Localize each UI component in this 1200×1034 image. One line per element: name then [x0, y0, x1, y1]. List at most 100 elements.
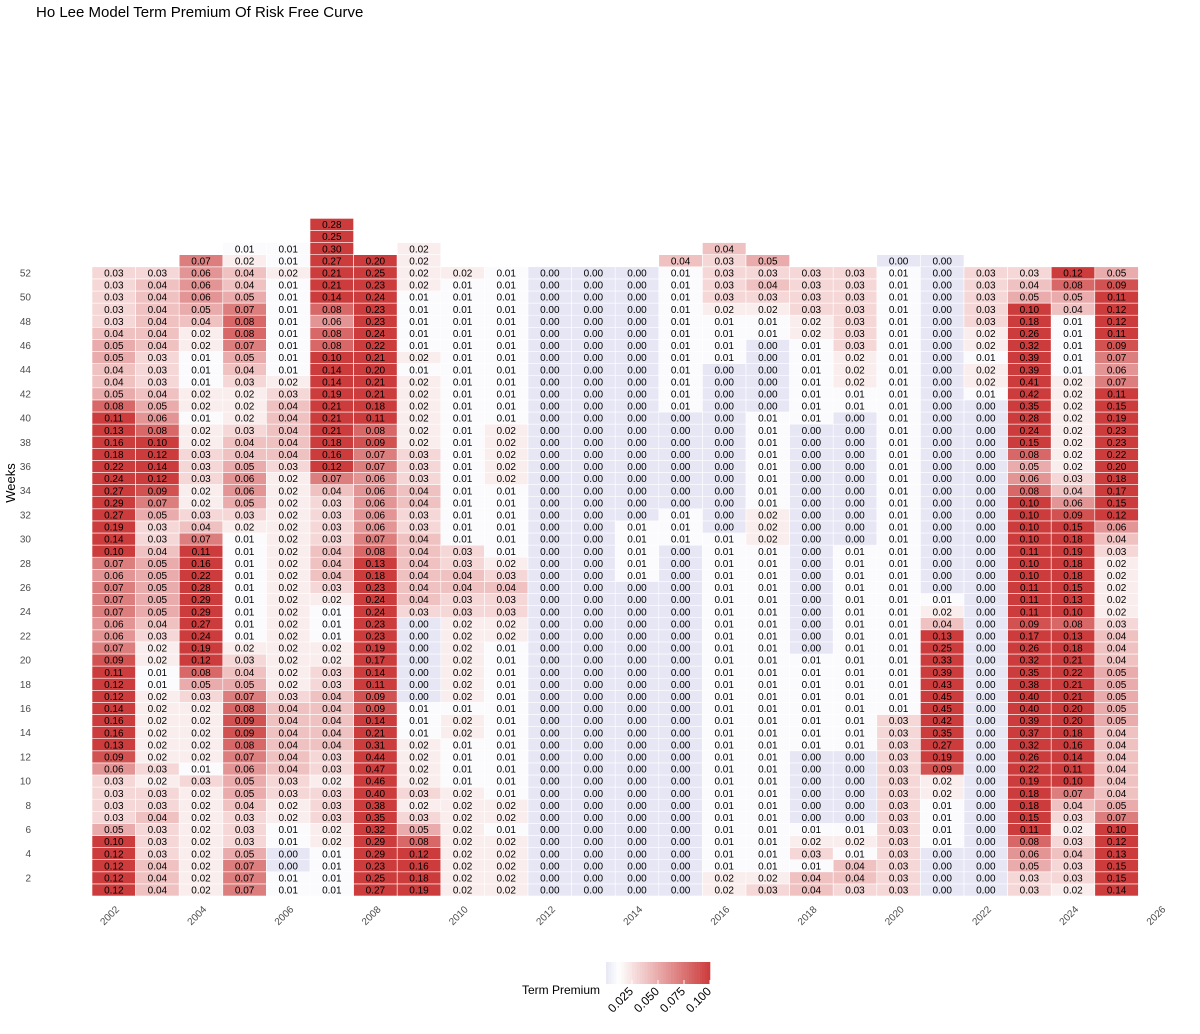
cell-value-label: 0.00: [584, 704, 604, 715]
cell-value-label: 0.00: [976, 595, 996, 606]
cell-value-label: 0.03: [889, 813, 909, 824]
cell-value-label: 0.04: [1107, 535, 1127, 546]
cell-value-label: 0.00: [671, 728, 691, 739]
y-tick-label: 24: [20, 607, 32, 618]
cell-value-label: 0.00: [627, 281, 647, 292]
cell-value-label: 0.03: [1063, 813, 1083, 824]
cell-value-label: 0.04: [278, 752, 298, 763]
cell-value-label: 0.00: [802, 571, 822, 582]
cell-value-label: 0.04: [322, 692, 342, 703]
cell-value-label: 0.00: [932, 535, 952, 546]
cell-value-label: 0.10: [148, 438, 168, 449]
legend-title: Term Premium: [522, 983, 600, 997]
cell-value-label: 0.00: [671, 547, 691, 558]
cell-value-label: 0.01: [496, 728, 516, 739]
cell-value-label: 0.02: [496, 873, 516, 884]
cell-value-label: 0.01: [496, 740, 516, 751]
cell-value-label: 0.09: [1020, 619, 1040, 630]
cell-value-label: 0.20: [366, 365, 386, 376]
cell-value-label: 0.01: [496, 390, 516, 401]
y-tick-label: 44: [20, 365, 32, 376]
cell-value-label: 0.01: [714, 535, 734, 546]
cell-value-label: 0.11: [104, 414, 123, 425]
cell-value-label: 0.01: [453, 341, 473, 352]
cell-value-label: 0.00: [802, 547, 822, 558]
cell-value-label: 0.16: [104, 728, 124, 739]
cell-value-label: 0.08: [1063, 619, 1083, 630]
cell-value-label: 0.00: [976, 716, 996, 727]
cell-value-label: 0.02: [453, 716, 473, 727]
cell-value-label: 0.01: [758, 644, 778, 655]
cell-value-label: 0.00: [758, 402, 778, 413]
cell-value-label: 0.35: [1020, 668, 1040, 679]
cell-value-label: 0.00: [540, 402, 560, 413]
cell-value-label: 0.00: [584, 305, 604, 316]
cell-value-label: 0.01: [496, 269, 516, 280]
cell-value-label: 0.00: [976, 559, 996, 570]
cell-value-label: 0.00: [802, 426, 822, 437]
cell-value-label: 0.01: [235, 595, 255, 606]
cell-value-label: 0.04: [104, 365, 124, 376]
cell-value-label: 0.01: [496, 704, 516, 715]
cell-value-label: 0.01: [278, 353, 298, 364]
cell-value-label: 0.09: [104, 752, 124, 763]
cell-value-label: 0.00: [409, 692, 429, 703]
cell-value-label: 0.02: [278, 474, 298, 485]
cell-value-label: 0.02: [191, 728, 211, 739]
cell-value-label: 0.23: [366, 317, 386, 328]
cell-value-label: 0.03: [322, 801, 342, 812]
cell-value-label: 0.00: [584, 426, 604, 437]
cell-value-label: 0.03: [322, 813, 342, 824]
cell-value-label: 0.02: [758, 873, 778, 884]
cell-value-label: 0.02: [191, 329, 211, 340]
cell-value-label: 0.00: [584, 849, 604, 860]
cell-value-label: 0.00: [714, 390, 734, 401]
cell-value-label: 0.03: [322, 752, 342, 763]
cell-value-label: 0.01: [496, 365, 516, 376]
cell-value-label: 0.01: [714, 571, 734, 582]
cell-value-label: 0.02: [1107, 607, 1127, 618]
legend-gradient-step: [642, 962, 646, 984]
cell-value-label: 0.04: [148, 390, 168, 401]
cell-value-label: 0.24: [191, 631, 211, 642]
cell-value-label: 0.01: [758, 813, 778, 824]
cell-value-label: 0.00: [802, 801, 822, 812]
cell-value-label: 0.02: [496, 474, 516, 485]
cell-value-label: 0.04: [845, 873, 865, 884]
cell-value-label: 0.01: [889, 704, 909, 715]
cell-value-label: 0.03: [148, 535, 168, 546]
cell-value-label: 0.07: [235, 341, 255, 352]
cell-value-label: 0.00: [845, 414, 865, 425]
cell-value-label: 0.00: [584, 559, 604, 570]
cell-value-label: 0.38: [366, 801, 386, 812]
cell-value-label: 0.00: [627, 317, 647, 328]
cell-value-label: 0.01: [714, 740, 734, 751]
cell-value-label: 0.01: [714, 595, 734, 606]
cell-value-label: 0.02: [191, 341, 211, 352]
cell-value-label: 0.03: [278, 390, 298, 401]
cell-value-label: 0.00: [584, 269, 604, 280]
cell-value-label: 0.00: [627, 644, 647, 655]
cell-value-label: 0.00: [845, 777, 865, 788]
cell-value-label: 0.07: [366, 535, 386, 546]
cell-value-label: 0.05: [191, 305, 211, 316]
cell-value-label: 0.05: [148, 583, 168, 594]
cell-value-label: 0.12: [409, 849, 429, 860]
cell-value-label: 0.02: [453, 813, 473, 824]
cell-value-label: 0.01: [889, 329, 909, 340]
cell-value-label: 0.03: [235, 825, 255, 836]
cell-value-label: 0.03: [1063, 474, 1083, 485]
cell-value-label: 0.01: [496, 329, 516, 340]
cell-value-label: 0.13: [104, 426, 124, 437]
cell-value-label: 0.00: [584, 656, 604, 667]
cell-value-label: 0.01: [889, 511, 909, 522]
cell-value-label: 0.01: [889, 619, 909, 630]
cell-value-label: 0.00: [932, 523, 952, 534]
cell-value-label: 0.01: [191, 414, 211, 425]
cell-value-label: 0.01: [453, 486, 473, 497]
cell-value-label: 0.01: [671, 353, 691, 364]
cell-value-label: 0.00: [845, 789, 865, 800]
cell-value-label: 0.29: [104, 498, 124, 509]
cell-value-label: 0.01: [409, 716, 429, 727]
cell-value-label: 0.00: [976, 692, 996, 703]
